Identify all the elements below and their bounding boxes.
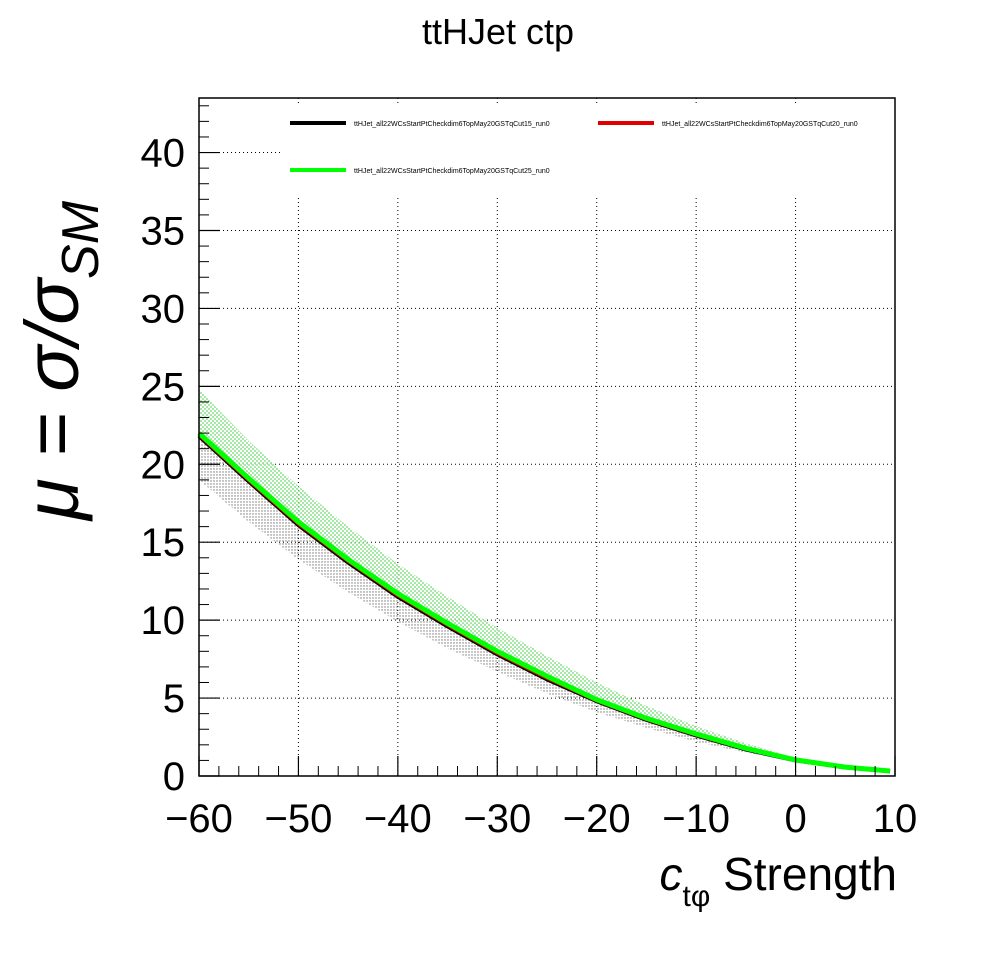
series-line-2 bbox=[197, 433, 891, 774]
x-axis-symbol: c bbox=[660, 848, 683, 900]
y-tick-label: 40 bbox=[141, 132, 186, 176]
x-tick-label: −30 bbox=[463, 797, 531, 841]
chart-title: ttHJet ctp bbox=[422, 11, 574, 52]
axes: −60 −50 −40 −30 −20 −10 0 10 0 5 10 15 20 25 30 35 40 bbox=[141, 97, 918, 841]
x-axis-subscript: tφ bbox=[683, 880, 711, 913]
y-axis-text: μ = σ/σ bbox=[10, 276, 95, 522]
x-tick-label: −10 bbox=[662, 797, 730, 841]
y-tick-label: 5 bbox=[163, 677, 185, 721]
svg-text:μ = σ/σSM: μ = σ/σSM bbox=[10, 200, 110, 522]
series-lines bbox=[197, 431, 891, 774]
legend-label-2: ttHJet_all22WCsStartPtCheckdim6TopMay20G… bbox=[662, 121, 858, 128]
series-line-3 bbox=[197, 431, 891, 774]
x-tick-label: 10 bbox=[873, 797, 918, 841]
y-tick-label: 10 bbox=[141, 599, 186, 643]
y-tick-label: 20 bbox=[141, 443, 186, 487]
y-axis-label: μ = σ/σSM bbox=[10, 200, 110, 522]
legend-background bbox=[280, 104, 894, 196]
svg-text:ctφ Strength: ctφ Strength bbox=[660, 848, 897, 913]
x-tick-label: 0 bbox=[784, 797, 806, 841]
x-axis-text: Strength bbox=[723, 848, 897, 900]
x-tick-label: −50 bbox=[264, 797, 332, 841]
y-tick-label: 35 bbox=[141, 209, 186, 253]
x-tick-label: −40 bbox=[364, 797, 432, 841]
series-line-1 bbox=[197, 434, 891, 774]
y-tick-label: 30 bbox=[141, 287, 186, 331]
x-tick-label: −60 bbox=[165, 797, 233, 841]
y-tick-label: 0 bbox=[163, 755, 185, 799]
y-tick-label: 25 bbox=[141, 365, 186, 409]
uncertainty-band-1 bbox=[199, 434, 890, 772]
legend: ttHJet_all22WCsStartPtCheckdim6TopMay20G… bbox=[280, 104, 894, 196]
legend-label-3: ttHJet_all22WCsStartPtCheckdim6TopMay20G… bbox=[354, 168, 550, 175]
y-axis-subscript: SM bbox=[52, 200, 110, 279]
x-axis-label: ctφ Strength bbox=[660, 848, 897, 913]
plot-frame bbox=[198, 97, 896, 777]
y-tick-label: 15 bbox=[141, 521, 186, 565]
uncertainty-bands bbox=[199, 389, 890, 772]
x-tick-label: −20 bbox=[563, 797, 631, 841]
uncertainty-band-3 bbox=[199, 389, 890, 772]
legend-label-1: ttHJet_all22WCsStartPtCheckdim6TopMay20G… bbox=[354, 121, 550, 128]
